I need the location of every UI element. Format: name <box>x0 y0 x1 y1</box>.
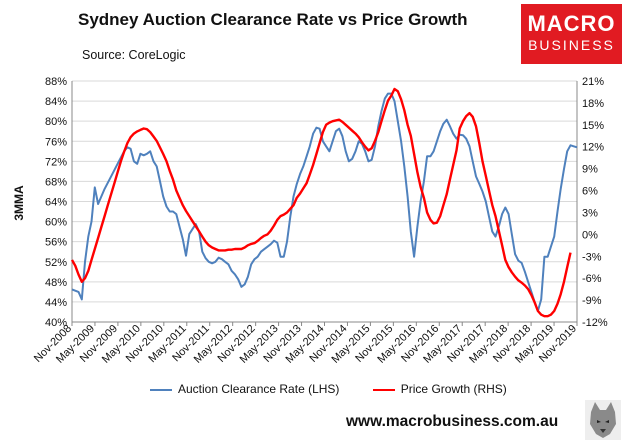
left-tick-label: 64% <box>45 197 67 209</box>
legend-swatch-clearance <box>150 388 172 391</box>
right-tick-label: 6% <box>582 186 598 198</box>
website-url[interactable]: www.macrobusiness.com.au <box>346 413 559 430</box>
grid-lines <box>72 80 577 323</box>
right-tick-label: -9% <box>582 295 602 307</box>
left-tick-label: 56% <box>45 237 67 249</box>
series-lines <box>70 87 578 318</box>
left-tick-label: 40% <box>45 317 67 329</box>
chart-source: Source: CoreLogic <box>82 48 186 62</box>
legend: Auction Clearance Rate (LHS) Price Growt… <box>150 382 537 396</box>
left-tick-label: 76% <box>45 136 67 148</box>
macrobusiness-logo[interactable]: MACRO BUSINESS <box>521 4 622 64</box>
right-tick-label: -3% <box>582 251 602 263</box>
series-line-price-growth <box>70 87 572 318</box>
left-tick-label: 84% <box>45 96 67 108</box>
left-tick-label: 60% <box>45 217 67 229</box>
left-tick-label: 80% <box>45 116 67 128</box>
left-tick-labels: 40% 44% 48% 52% 56% 60% 64% 68% 72% 76% 80% 84% 88% <box>45 76 67 329</box>
legend-item-clearance: Auction Clearance Rate (LHS) <box>150 382 339 396</box>
legend-item-price: Price Growth (RHS) <box>372 382 507 396</box>
left-tick-label: 68% <box>45 176 67 188</box>
left-tick-label: 44% <box>45 297 67 309</box>
left-tick-label: 88% <box>45 76 67 88</box>
right-tick-label: 0% <box>582 229 598 241</box>
logo-line-1: MACRO <box>527 11 616 36</box>
right-tick-label: 21% <box>582 76 604 88</box>
x-tick-labels: Nov-2008May-2009Nov-2009May-2010Nov-2010… <box>32 322 579 366</box>
legend-label-price: Price Growth (RHS) <box>400 382 507 396</box>
logo-line-2: BUSINESS <box>528 37 615 53</box>
right-tick-label: 18% <box>582 98 604 110</box>
chart-title: Sydney Auction Clearance Rate vs Price G… <box>78 10 468 29</box>
right-tick-labels: -12% -9% -6% -3% 0% 3% 6% 9% 12% 15% 18% 21% <box>582 76 608 329</box>
right-tick-label: 3% <box>582 207 598 219</box>
legend-swatch-price <box>372 388 395 391</box>
right-tick-label: 15% <box>582 120 604 132</box>
left-tick-label: 48% <box>45 277 67 289</box>
wolf-icon <box>585 400 621 440</box>
right-tick-label: 9% <box>582 164 598 176</box>
left-tick-label: 52% <box>45 257 67 269</box>
right-tick-label: -12% <box>582 317 608 329</box>
right-tick-label: -6% <box>582 273 602 285</box>
series-line-clearance-rate <box>71 92 578 312</box>
left-tick-label: 72% <box>45 156 67 168</box>
right-tick-label: 12% <box>582 142 604 154</box>
legend-label-clearance: Auction Clearance Rate (LHS) <box>178 382 340 396</box>
